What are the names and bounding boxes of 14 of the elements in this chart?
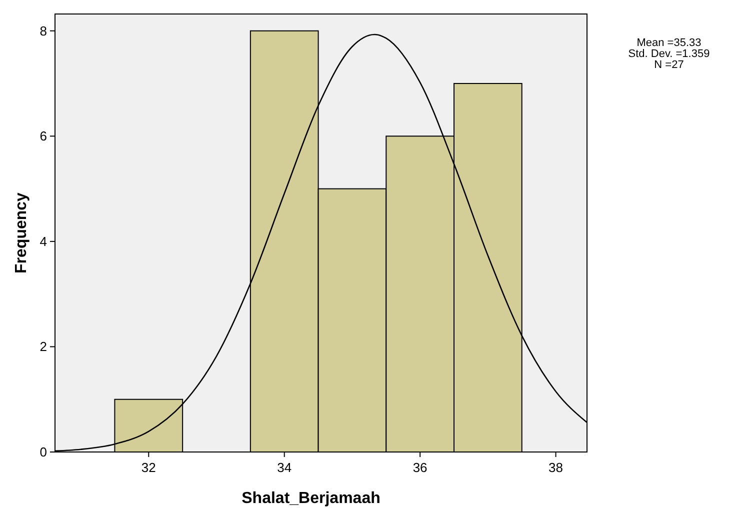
y-tick-label: 8 <box>40 23 47 38</box>
text: Mean =35.33 <box>636 37 702 49</box>
x-tick-label: 34 <box>277 460 292 475</box>
text: N =27 <box>654 59 684 71</box>
y-tick-label: 6 <box>40 128 47 144</box>
x-axis-title: Shalat_Berjamaah <box>242 490 380 507</box>
y-tick-label: 2 <box>40 339 47 354</box>
x-tick-label: 38 <box>548 460 564 475</box>
y-axis-title: Frequency <box>13 192 30 274</box>
text: Std. Dev. =1.359 <box>628 48 710 60</box>
x-tick-label: 36 <box>412 460 428 475</box>
y-tick-label: 0 <box>40 444 47 460</box>
y-tick-label: 4 <box>40 234 47 249</box>
x-tick-label: 32 <box>141 460 156 475</box>
